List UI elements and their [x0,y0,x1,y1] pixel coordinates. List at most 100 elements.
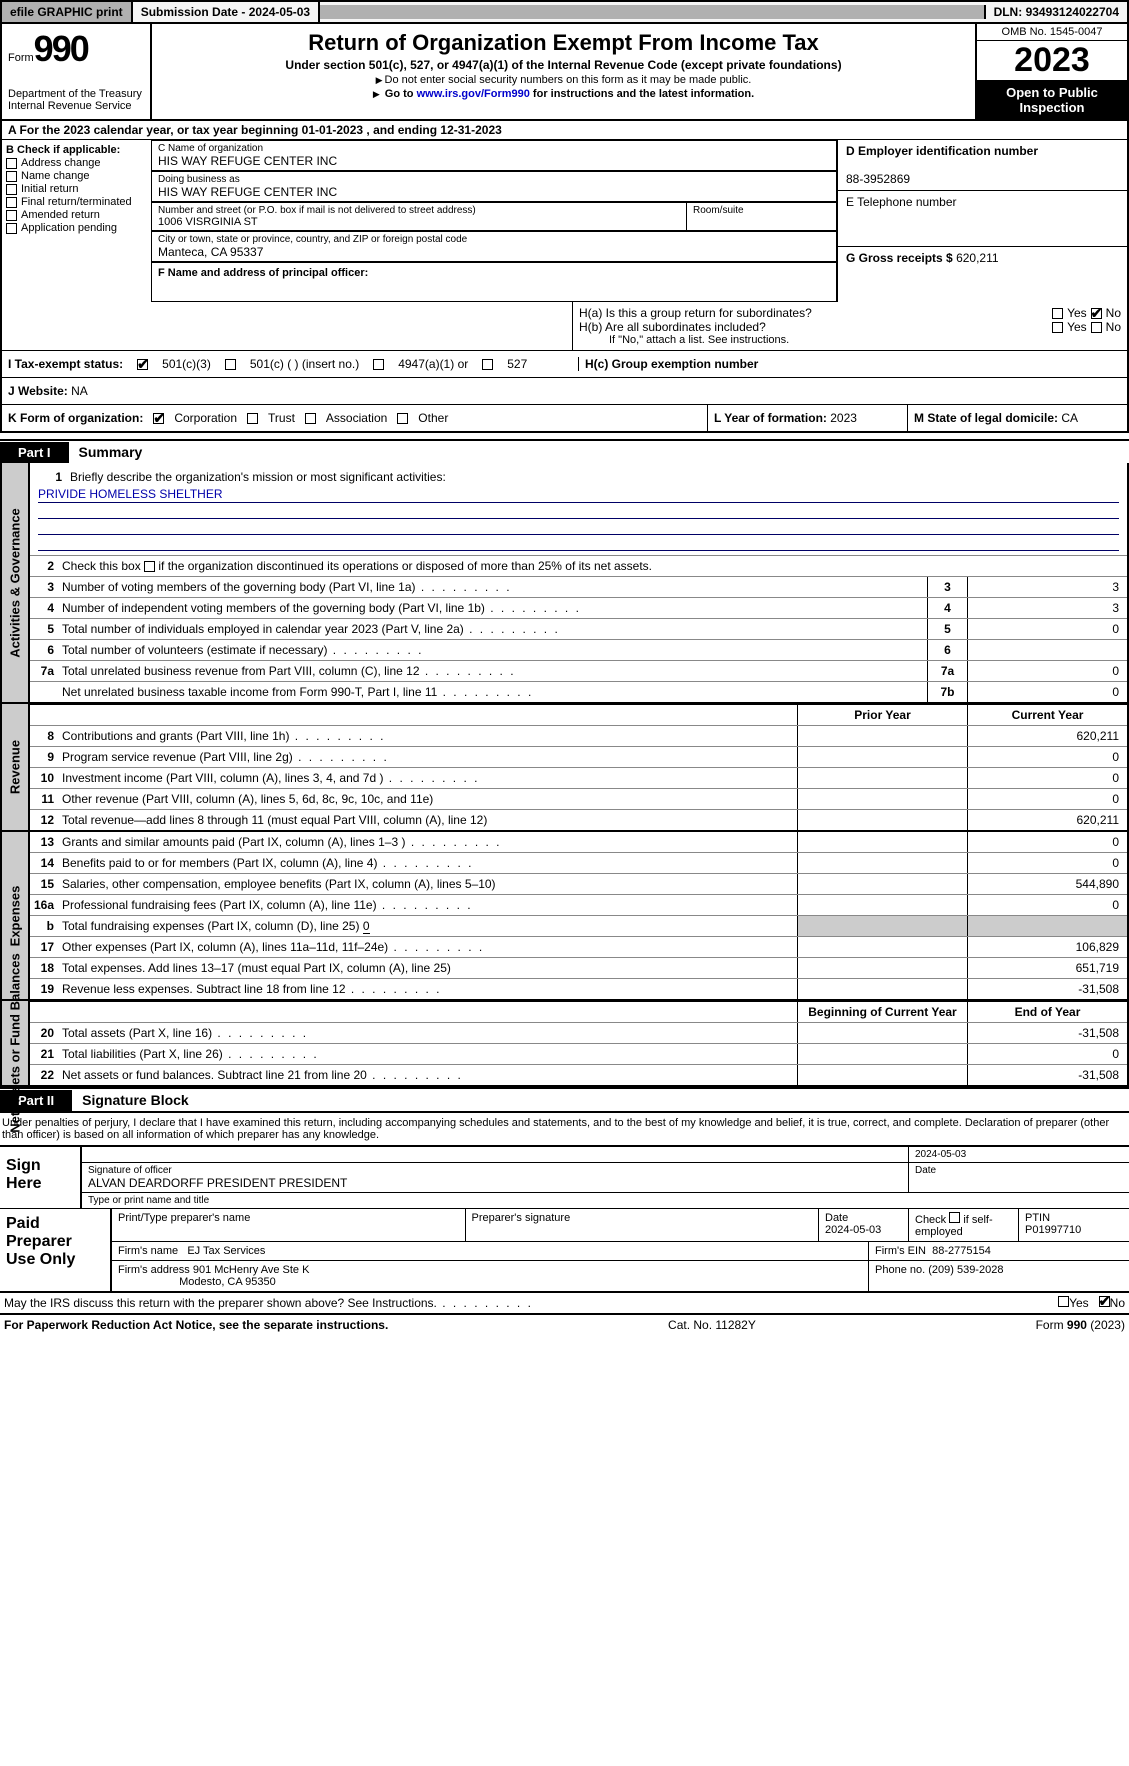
paid-preparer-block: Paid Preparer Use Only Print/Type prepar… [0,1209,1129,1293]
v4: 3 [967,598,1127,618]
part2-header: Part II Signature Block [0,1087,1129,1111]
goto-note: Go to www.irs.gov/Form990 for instructio… [158,88,969,100]
sign-here-block: Sign Here 2024-05-03 Signature of office… [0,1145,1129,1209]
firm-phone: (209) 539-2028 [928,1264,1003,1276]
chk-other[interactable] [397,413,408,424]
discuss-row: May the IRS discuss this return with the… [0,1293,1129,1315]
v12: 620,211 [967,810,1127,830]
chk-discontinued[interactable] [144,561,155,572]
box-f-label: F Name and address of principal officer: [158,267,368,279]
efile-print-button[interactable]: efile GRAPHIC print [2,2,133,22]
topbar: efile GRAPHIC print Submission Date - 20… [0,0,1129,24]
officer-name: ALVAN DEARDORFF PRESIDENT PRESIDENT [88,1176,902,1190]
website-row: J Website: NA [0,377,1129,404]
chk-501c3[interactable] [137,359,148,370]
perjury-declaration: Under penalties of perjury, I declare th… [0,1111,1129,1145]
v3: 3 [967,577,1127,597]
v22: -31,508 [967,1065,1127,1085]
dept-treasury: Department of the Treasury [8,88,144,100]
topbar-spacer [320,5,985,19]
tax-exempt-row: I Tax-exempt status: 501(c)(3) 501(c) ( … [0,350,1129,377]
v17: 106,829 [967,937,1127,957]
omb-number: OMB No. 1545-0047 [977,24,1127,41]
chk-corp[interactable] [153,413,164,424]
v19: -31,508 [967,979,1127,999]
v21: 0 [967,1044,1127,1064]
submission-date: Submission Date - 2024-05-03 [133,2,320,22]
state-domicile: CA [1061,411,1078,425]
fh-row: H(a) Is this a group return for subordin… [0,302,1129,350]
chk-ha-no[interactable] [1091,308,1102,319]
sect-governance: Activities & Governance 1Briefly describ… [0,463,1129,704]
sect-net-assets: Net Assets or Fund Balances Beginning of… [0,1001,1129,1087]
box-hc: H(c) Group exemption number [585,357,758,371]
entity-block: B Check if applicable: Address change Na… [0,140,1129,302]
v6 [967,640,1127,660]
sect-revenue: Revenue Prior YearCurrent Year 8Contribu… [0,704,1129,832]
ein: 88-3952869 [846,172,910,186]
vlabel-net: Net Assets or Fund Balances [8,953,23,1132]
chk-amended[interactable] [6,210,17,221]
v15: 544,890 [967,874,1127,894]
open-inspection: Open to Public Inspection [977,81,1127,119]
chk-hb-yes[interactable] [1052,322,1063,333]
chk-501c[interactable] [225,359,236,370]
v7a: 0 [967,661,1127,681]
v16a: 0 [967,895,1127,915]
tax-year: 2023 [977,41,1127,81]
firm-ein: 88-2775154 [932,1245,991,1257]
form-title: Return of Organization Exempt From Incom… [158,30,969,56]
v9: 0 [967,747,1127,767]
chk-address-change[interactable] [6,158,17,169]
irs-link[interactable]: www.irs.gov/Form990 [417,88,530,100]
v10: 0 [967,768,1127,788]
row-a-tax-year: A For the 2023 calendar year, or tax yea… [0,121,1129,140]
chk-discuss-yes[interactable] [1058,1296,1069,1307]
website-value: NA [71,384,88,398]
gross-receipts: 620,211 [956,251,999,265]
footer: For Paperwork Reduction Act Notice, see … [0,1315,1129,1335]
street-address: 1006 VISRGINIA ST [158,216,680,228]
chk-hb-no[interactable] [1091,322,1102,333]
v5: 0 [967,619,1127,639]
firm-addr1: 901 McHenry Ave Ste K [193,1264,310,1276]
chk-discuss-no[interactable] [1099,1296,1110,1307]
v18: 651,719 [967,958,1127,978]
chk-initial-return[interactable] [6,184,17,195]
box-e-label: E Telephone number [846,195,957,209]
chk-ha-yes[interactable] [1052,308,1063,319]
chk-4947[interactable] [373,359,384,370]
chk-527[interactable] [482,359,493,370]
irs-label: Internal Revenue Service [8,100,144,112]
box-b: B Check if applicable: Address change Na… [2,140,152,302]
vlabel-expenses: Expenses [8,885,23,946]
v8: 620,211 [967,726,1127,746]
v13: 0 [967,832,1127,852]
chk-self-employed[interactable] [949,1212,960,1223]
form-subtitle: Under section 501(c), 527, or 4947(a)(1)… [158,58,969,72]
chk-app-pending[interactable] [6,223,17,234]
chk-final-return[interactable] [6,197,17,208]
chk-assoc[interactable] [305,413,316,424]
box-d-e-g: D Employer identification number 88-3952… [837,140,1127,302]
city-state-zip: Manteca, CA 95337 [158,245,830,259]
header-left: Form990 Department of the Treasury Inter… [2,24,152,119]
header-center: Return of Organization Exempt From Incom… [152,24,977,119]
part1-header: Part I Summary [0,439,1129,463]
dln: DLN: 93493124022704 [986,2,1127,22]
room-suite-label: Room/suite [693,205,830,216]
org-name: HIS WAY REFUGE CENTER INC [158,154,830,168]
klm-row: K Form of organization: Corporation Trus… [0,404,1129,433]
box-c: C Name of organization HIS WAY REFUGE CE… [152,140,837,302]
v11: 0 [967,789,1127,809]
v7b: 0 [967,682,1127,702]
vlabel-governance: Activities & Governance [8,508,23,658]
form-header: Form990 Department of the Treasury Inter… [0,24,1129,121]
chk-trust[interactable] [247,413,258,424]
firm-addr2: Modesto, CA 95350 [179,1276,276,1288]
header-right: OMB No. 1545-0047 2023 Open to Public In… [977,24,1127,119]
v14: 0 [967,853,1127,873]
year-formation: 2023 [830,411,857,425]
chk-name-change[interactable] [6,171,17,182]
ssn-note: Do not enter social security numbers on … [158,74,969,86]
